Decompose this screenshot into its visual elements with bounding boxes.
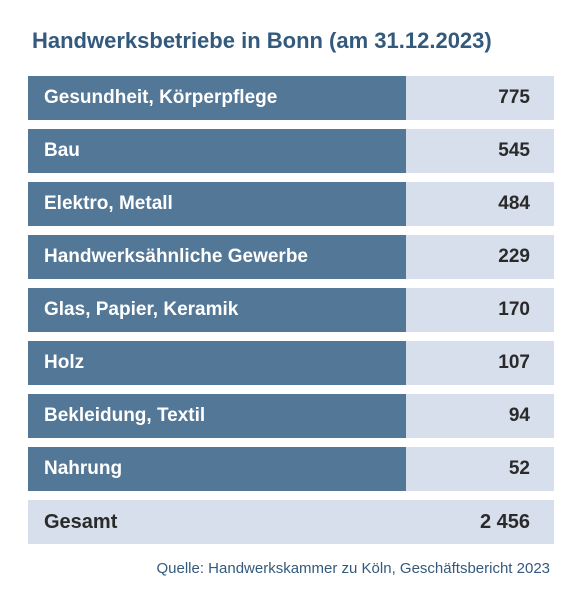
chart-title: Handwerksbetriebe in Bonn (am 31.12.2023… <box>32 28 554 54</box>
table-row: Handwerksähnliche Gewerbe 229 <box>28 235 554 279</box>
table-row: Elektro, Metall 484 <box>28 182 554 226</box>
row-label: Bau <box>28 129 406 173</box>
row-label: Glas, Papier, Keramik <box>28 288 406 332</box>
table-row: Bau 545 <box>28 129 554 173</box>
row-value: 52 <box>406 447 554 491</box>
source-text: Quelle: Handwerkskammer zu Köln, Geschäf… <box>28 560 554 577</box>
row-label: Holz <box>28 341 406 385</box>
row-value: 94 <box>406 394 554 438</box>
row-value: 229 <box>406 235 554 279</box>
row-label: Gesundheit, Körperpflege <box>28 76 406 120</box>
table-row: Nahrung 52 <box>28 447 554 491</box>
table-row: Bekleidung, Textil 94 <box>28 394 554 438</box>
row-label: Elektro, Metall <box>28 182 406 226</box>
data-rows: Gesundheit, Körperpflege 775 Bau 545 Ele… <box>28 76 554 544</box>
row-value: 545 <box>406 129 554 173</box>
row-value: 107 <box>406 341 554 385</box>
row-label: Bekleidung, Textil <box>28 394 406 438</box>
row-value: 170 <box>406 288 554 332</box>
total-value: 2 456 <box>406 500 554 544</box>
table-row: Holz 107 <box>28 341 554 385</box>
table-row: Glas, Papier, Keramik 170 <box>28 288 554 332</box>
row-label: Handwerksähnliche Gewerbe <box>28 235 406 279</box>
total-row: Gesamt 2 456 <box>28 500 554 544</box>
row-value: 484 <box>406 182 554 226</box>
row-value: 775 <box>406 76 554 120</box>
total-label: Gesamt <box>28 500 406 544</box>
table-row: Gesundheit, Körperpflege 775 <box>28 76 554 120</box>
row-label: Nahrung <box>28 447 406 491</box>
